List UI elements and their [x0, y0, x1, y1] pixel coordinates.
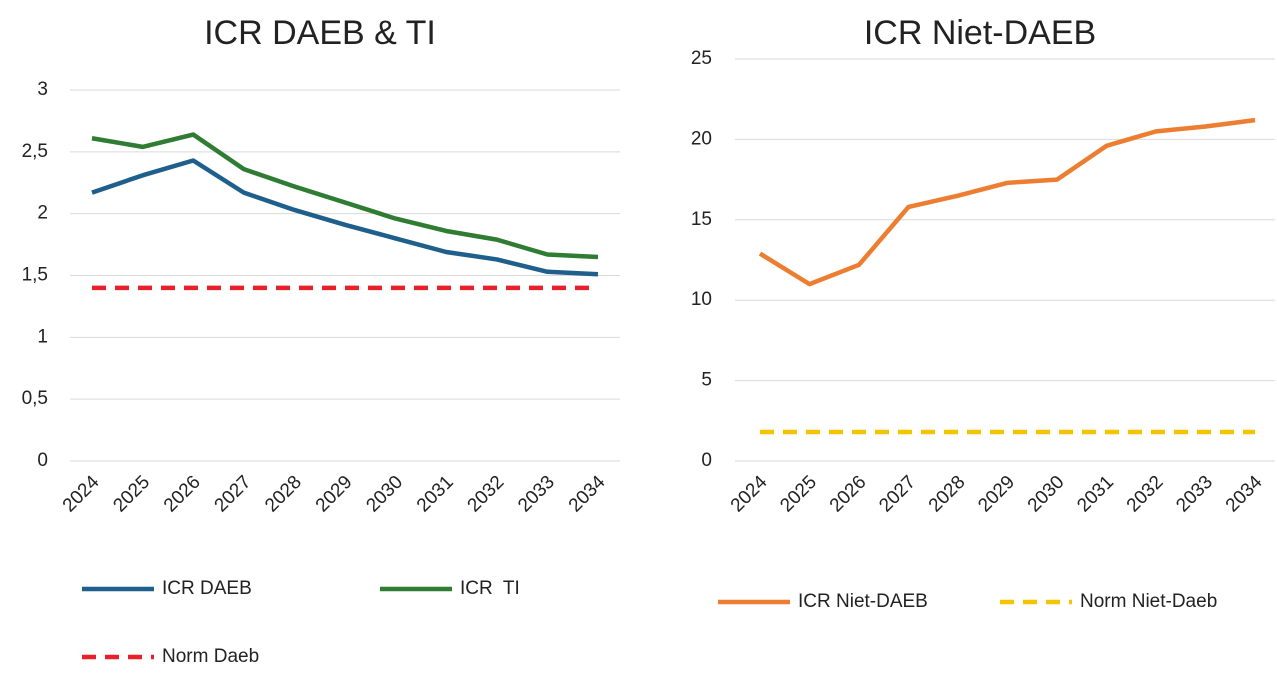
legend-label: ICR Niet-DAEB [798, 591, 928, 612]
y-tick-label: 10 [691, 289, 712, 310]
series-line [758, 117, 1256, 287]
series-line [91, 132, 599, 260]
legend-label: Norm Daeb [162, 646, 259, 667]
y-tick-label: 1 [37, 326, 48, 347]
legend-label: ICR TI [460, 578, 520, 599]
legend-label: ICR DAEB [162, 578, 252, 599]
chart-title: ICR DAEB & TI [204, 14, 436, 52]
y-tick-label: 20 [691, 128, 712, 149]
y-tick-label: 2 [37, 203, 48, 224]
chart-title: ICR Niet-DAEB [864, 14, 1096, 52]
series-line [91, 158, 599, 277]
y-tick-label: 1,5 [22, 265, 48, 286]
y-tick-label: 0 [701, 450, 712, 471]
y-tick-label: 15 [691, 209, 712, 230]
y-tick-label: 25 [691, 48, 712, 69]
y-tick-label: 2,5 [22, 141, 48, 162]
legend-label: Norm Niet-Daeb [1080, 591, 1217, 612]
y-tick-label: 5 [701, 370, 712, 391]
y-tick-label: 0,5 [22, 388, 48, 409]
y-tick-label: 3 [37, 79, 48, 100]
y-tick-label: 0 [37, 450, 48, 471]
